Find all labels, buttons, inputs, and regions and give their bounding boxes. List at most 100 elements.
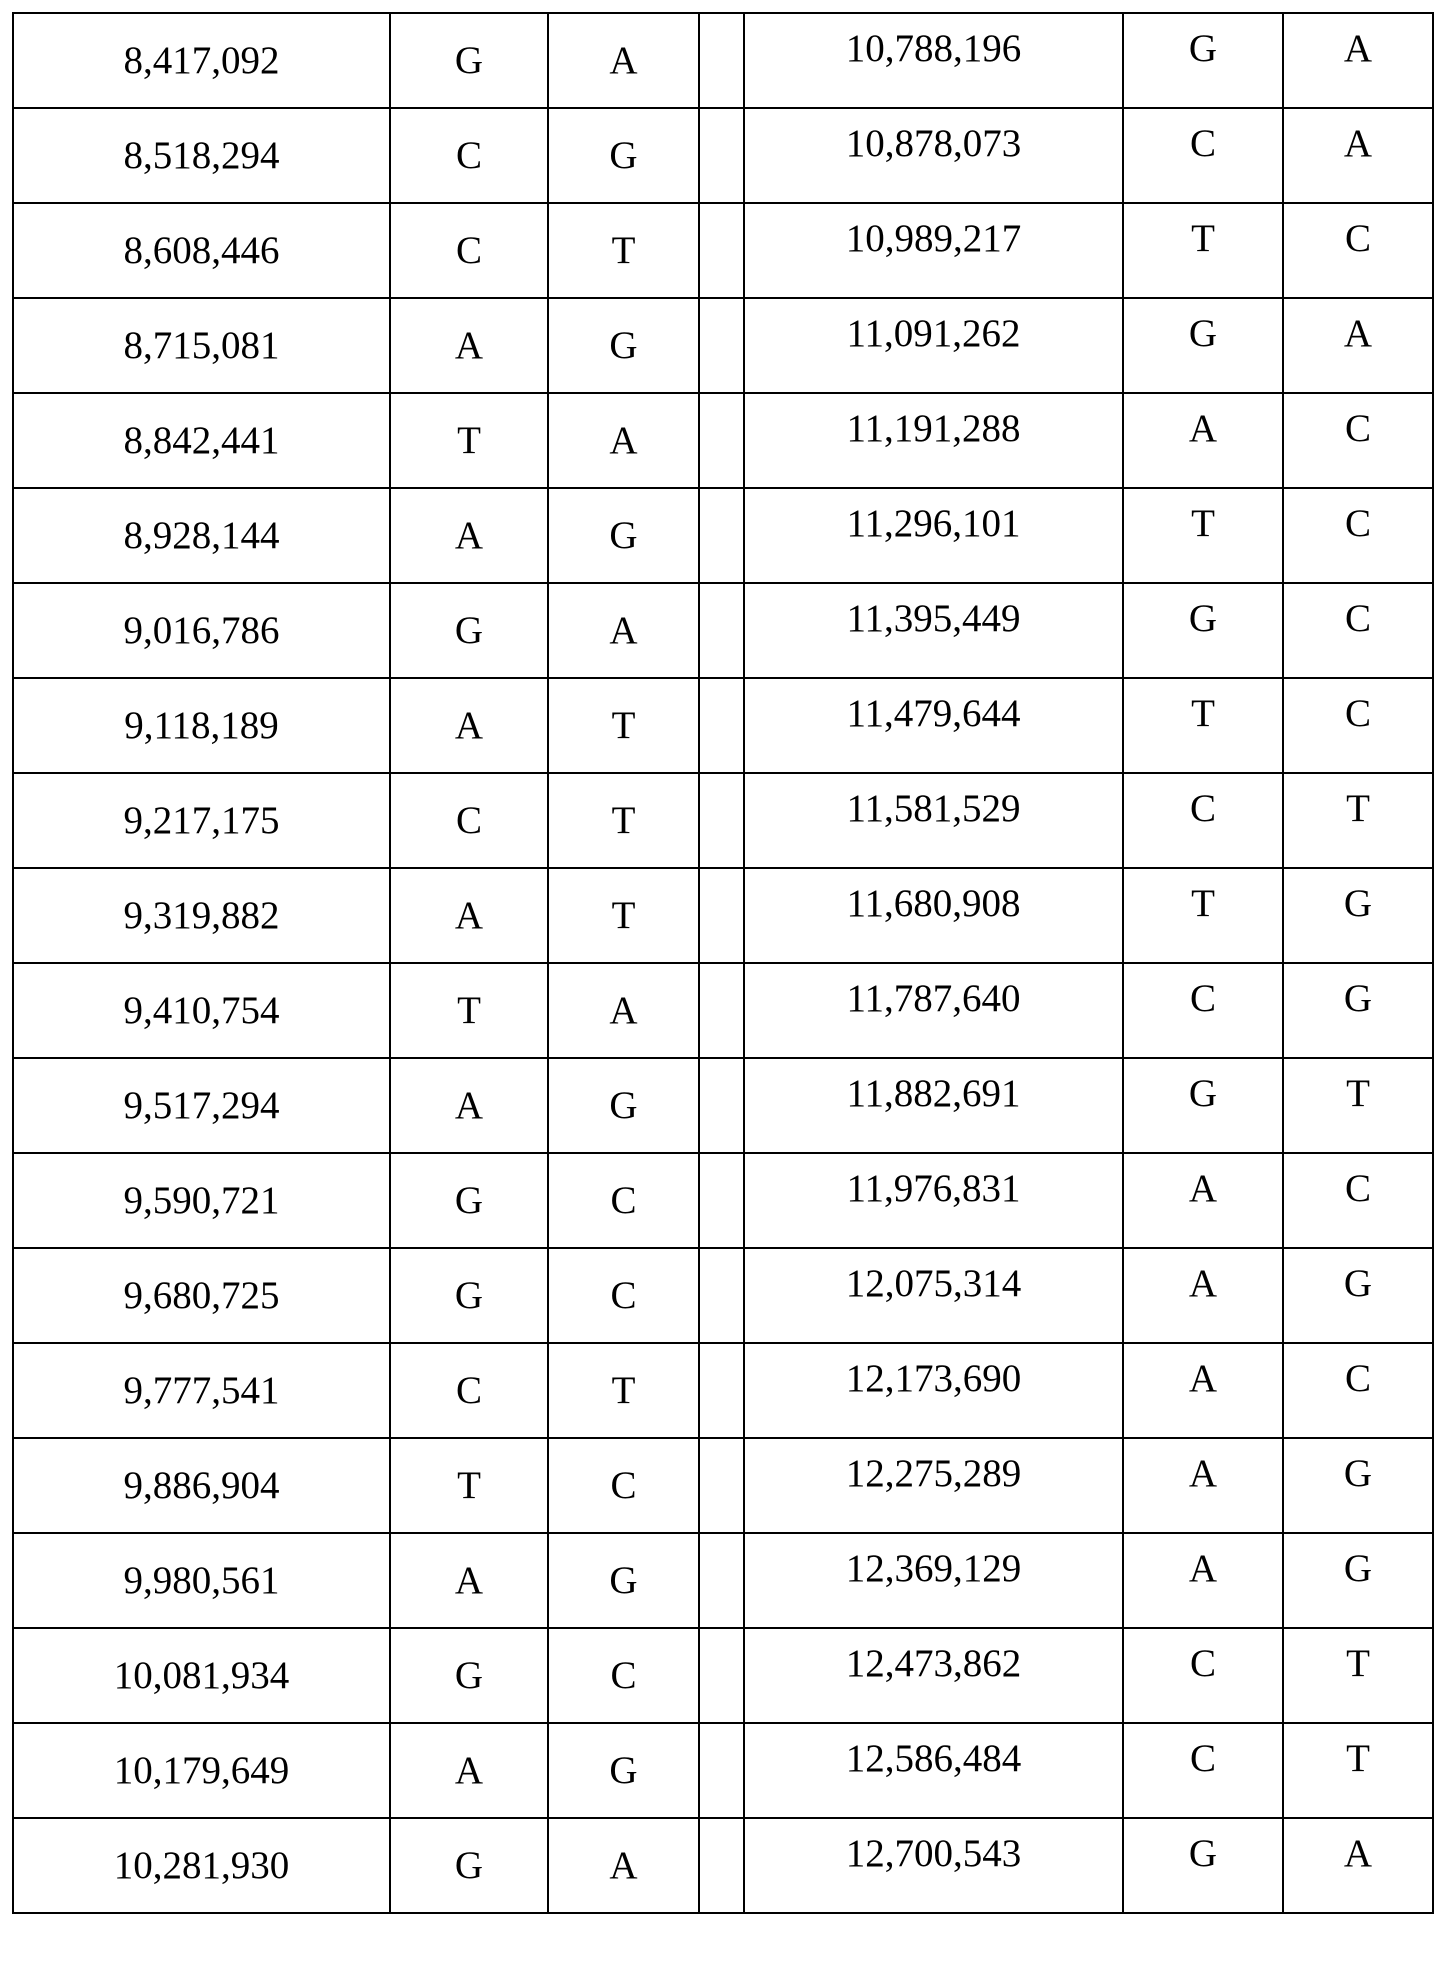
table-row: 8,715,081AG11,091,262GA (13, 298, 1433, 393)
ref-base-cell: C (390, 773, 548, 868)
position-cell: 12,473,862 (744, 1628, 1123, 1723)
ref-base-cell: A (390, 488, 548, 583)
alt-base-cell: G (1283, 1438, 1433, 1533)
ref-base-cell: T (390, 963, 548, 1058)
alt-base-cell: T (1283, 1628, 1433, 1723)
position-cell: 12,369,129 (744, 1533, 1123, 1628)
alt-base-cell: G (548, 488, 699, 583)
separator-cell (699, 1343, 744, 1438)
separator-cell (699, 868, 744, 963)
position-cell: 11,091,262 (744, 298, 1123, 393)
ref-base-cell: C (390, 1343, 548, 1438)
position-cell: 9,590,721 (13, 1153, 390, 1248)
position-cell: 10,989,217 (744, 203, 1123, 298)
alt-base-cell: C (1283, 203, 1433, 298)
alt-base-cell: C (1283, 1343, 1433, 1438)
separator-cell (699, 963, 744, 1058)
ref-base-cell: G (1123, 583, 1283, 678)
alt-base-cell: G (548, 1058, 699, 1153)
table-row: 9,319,882AT11,680,908TG (13, 868, 1433, 963)
separator-cell (699, 1058, 744, 1153)
position-cell: 12,700,543 (744, 1818, 1123, 1913)
position-cell: 9,680,725 (13, 1248, 390, 1343)
ref-base-cell: C (390, 203, 548, 298)
alt-base-cell: C (1283, 488, 1433, 583)
separator-cell (699, 1438, 744, 1533)
ref-base-cell: C (1123, 108, 1283, 203)
table-row: 10,179,649AG12,586,484CT (13, 1723, 1433, 1818)
alt-base-cell: C (548, 1628, 699, 1723)
table-row: 9,980,561AG12,369,129AG (13, 1533, 1433, 1628)
ref-base-cell: G (390, 1818, 548, 1913)
position-cell: 12,586,484 (744, 1723, 1123, 1818)
alt-base-cell: C (548, 1153, 699, 1248)
table-row: 8,842,441TA11,191,288AC (13, 393, 1433, 488)
alt-base-cell: A (548, 583, 699, 678)
alt-base-cell: C (548, 1248, 699, 1343)
position-cell: 9,319,882 (13, 868, 390, 963)
alt-base-cell: C (1283, 1153, 1433, 1248)
separator-cell (699, 678, 744, 773)
separator-cell (699, 1723, 744, 1818)
alt-base-cell: C (1283, 678, 1433, 773)
ref-base-cell: A (1123, 1248, 1283, 1343)
ref-base-cell: G (390, 13, 548, 108)
alt-base-cell: A (548, 1818, 699, 1913)
position-cell: 8,842,441 (13, 393, 390, 488)
alt-base-cell: G (548, 108, 699, 203)
ref-base-cell: A (390, 298, 548, 393)
separator-cell (699, 488, 744, 583)
ref-base-cell: A (1123, 393, 1283, 488)
alt-base-cell: T (548, 678, 699, 773)
ref-base-cell: C (1123, 1723, 1283, 1818)
ref-base-cell: A (390, 1533, 548, 1628)
position-cell: 9,886,904 (13, 1438, 390, 1533)
position-cell: 8,417,092 (13, 13, 390, 108)
alt-base-cell: G (548, 1723, 699, 1818)
table-row: 8,928,144AG11,296,101TC (13, 488, 1433, 583)
alt-base-cell: T (1283, 1723, 1433, 1818)
position-cell: 9,980,561 (13, 1533, 390, 1628)
position-cell: 9,410,754 (13, 963, 390, 1058)
position-cell: 9,118,189 (13, 678, 390, 773)
position-cell: 9,016,786 (13, 583, 390, 678)
alt-base-cell: G (548, 298, 699, 393)
separator-cell (699, 1533, 744, 1628)
ref-base-cell: A (1123, 1153, 1283, 1248)
separator-cell (699, 13, 744, 108)
table-row: 10,081,934GC12,473,862CT (13, 1628, 1433, 1723)
table-row: 9,517,294AG11,882,691GT (13, 1058, 1433, 1153)
alt-base-cell: G (1283, 1533, 1433, 1628)
ref-base-cell: T (1123, 488, 1283, 583)
alt-base-cell: G (1283, 1248, 1433, 1343)
snp-table: 8,417,092GA10,788,196GA8,518,294CG10,878… (12, 12, 1434, 1914)
ref-base-cell: G (390, 1628, 548, 1723)
position-cell: 10,281,930 (13, 1818, 390, 1913)
position-cell: 10,788,196 (744, 13, 1123, 108)
table-row: 9,410,754TA11,787,640CG (13, 963, 1433, 1058)
ref-base-cell: A (1123, 1533, 1283, 1628)
ref-base-cell: G (1123, 1818, 1283, 1913)
alt-base-cell: T (548, 773, 699, 868)
position-cell: 10,878,073 (744, 108, 1123, 203)
table-row: 9,217,175CT11,581,529CT (13, 773, 1433, 868)
position-cell: 12,275,289 (744, 1438, 1123, 1533)
separator-cell (699, 1153, 744, 1248)
separator-cell (699, 203, 744, 298)
table-row: 9,590,721GC11,976,831AC (13, 1153, 1433, 1248)
separator-cell (699, 108, 744, 203)
ref-base-cell: C (390, 108, 548, 203)
position-cell: 11,976,831 (744, 1153, 1123, 1248)
ref-base-cell: T (390, 393, 548, 488)
table-row: 9,777,541CT12,173,690AC (13, 1343, 1433, 1438)
position-cell: 8,928,144 (13, 488, 390, 583)
position-cell: 9,777,541 (13, 1343, 390, 1438)
alt-base-cell: T (548, 203, 699, 298)
alt-base-cell: C (548, 1438, 699, 1533)
alt-base-cell: T (548, 868, 699, 963)
position-cell: 8,715,081 (13, 298, 390, 393)
ref-base-cell: G (390, 583, 548, 678)
position-cell: 11,191,288 (744, 393, 1123, 488)
table-row: 9,886,904TC12,275,289AG (13, 1438, 1433, 1533)
ref-base-cell: A (1123, 1343, 1283, 1438)
